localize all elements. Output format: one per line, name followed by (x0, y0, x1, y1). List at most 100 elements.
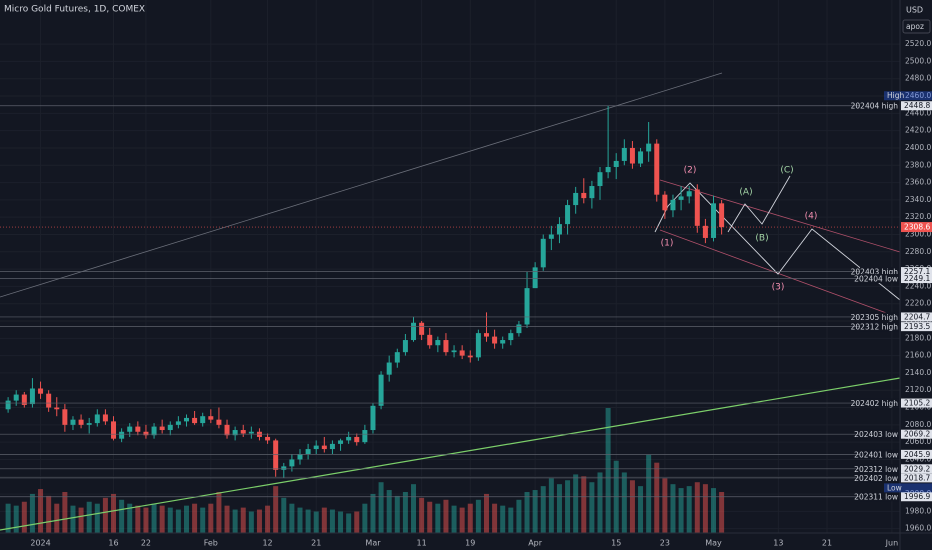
volume-bar (378, 482, 384, 533)
candle-body (159, 426, 165, 431)
candle-body (143, 431, 149, 436)
volume-bar (119, 499, 125, 533)
candle-body (573, 192, 579, 206)
volume-bar (694, 482, 700, 533)
x-tick-label: May (705, 539, 722, 548)
volume-bar (354, 511, 360, 533)
volume-bar (475, 499, 481, 533)
volume-bar (54, 503, 60, 533)
candle-body (216, 419, 222, 425)
volume-bar (516, 499, 522, 533)
volume-bar (394, 495, 400, 533)
x-tick-label: Apr (528, 539, 543, 548)
volume-bar (256, 509, 262, 533)
volume-bar (443, 499, 449, 533)
level-label: 202401 low (854, 450, 898, 459)
y-tick-label: 2120.0 (905, 385, 931, 394)
candle-body (265, 436, 271, 441)
candle-body (394, 352, 400, 363)
candle-body (102, 414, 108, 422)
x-tick-label: 21 (311, 539, 321, 548)
level-label: 202403 high (851, 268, 899, 277)
volume-bar (548, 478, 554, 533)
channel-line (659, 179, 901, 253)
level-label-bg (860, 429, 900, 439)
candle-body (524, 288, 530, 325)
y-tick-label: 2380.0 (905, 160, 931, 169)
candle-body (29, 388, 35, 405)
candle-body (151, 426, 157, 436)
x-tick-label: 22 (141, 539, 151, 548)
volume-bar (281, 497, 287, 533)
candle-body (427, 334, 433, 346)
volume-bar (654, 462, 660, 533)
y-tick-label: 2220.0 (905, 299, 931, 308)
last-price: 2308.6 (904, 223, 930, 232)
wave-label: (1) (661, 239, 674, 249)
candle-body (370, 405, 376, 431)
level-label-bg (860, 267, 900, 277)
volume-bar (556, 484, 562, 533)
volume-bar (248, 511, 254, 533)
wave-path (654, 182, 901, 301)
volume-bar (200, 507, 206, 533)
y-tick-label: 2160.0 (905, 351, 931, 360)
candle-body (135, 426, 141, 432)
candle-body (346, 436, 352, 441)
level-badge-value: 2204.7 (904, 312, 930, 321)
candle-body (175, 421, 181, 425)
candle-body (548, 234, 554, 239)
volume-bar (565, 480, 571, 533)
y-tick-label: 2060.0 (905, 437, 931, 446)
scale-box (902, 19, 931, 34)
level-badge (901, 473, 932, 483)
candle-body (662, 194, 668, 211)
candle-body (500, 340, 506, 344)
volume-bar (719, 491, 725, 533)
volume-bar (29, 493, 35, 533)
level-label-bg (860, 473, 900, 483)
level-label-bg (860, 398, 900, 408)
candle-body (378, 374, 384, 406)
volume-bar (102, 497, 108, 533)
candle-body (329, 443, 335, 450)
candle-body (305, 449, 311, 455)
x-tick-label: 15 (611, 539, 621, 548)
volume-bar (216, 491, 222, 533)
candle-body (362, 430, 368, 443)
y-tick-label: 2520.0 (905, 39, 931, 48)
volume-bar (313, 511, 319, 533)
y-tick-label: 2040.0 (905, 454, 931, 463)
y-tick-label: 2080.0 (905, 420, 931, 429)
level-badge (901, 312, 932, 322)
candle-body (5, 400, 11, 410)
volume-bar (135, 505, 141, 533)
candle-body (670, 199, 676, 211)
volume-bar (305, 509, 311, 533)
x-tick-label: 2024 (30, 539, 50, 548)
candle-body (629, 147, 635, 164)
candle-body (508, 333, 514, 341)
volume-bar (13, 505, 19, 533)
volume-bar (127, 503, 133, 533)
candle-body (451, 350, 457, 353)
low-badge (884, 483, 932, 493)
y-tick-label: 2180.0 (905, 333, 931, 342)
level-badge-value: 2018.7 (904, 473, 930, 482)
volume-bar (175, 509, 181, 533)
candle-body (54, 407, 60, 410)
wave-label: (3) (772, 283, 785, 293)
y-tick-label: 2460.0 (905, 91, 931, 100)
candle-body (248, 431, 254, 434)
y-tick-label: 2420.0 (905, 126, 931, 135)
level-badge-value: 2069.2 (904, 430, 930, 439)
volume-bar (86, 501, 92, 533)
currency: USD (906, 6, 923, 15)
x-tick-label: 21 (822, 539, 832, 548)
level-badge-value: 2105.2 (904, 399, 930, 408)
volume-bar (532, 490, 538, 533)
x-tick-label: Jun (885, 539, 899, 548)
